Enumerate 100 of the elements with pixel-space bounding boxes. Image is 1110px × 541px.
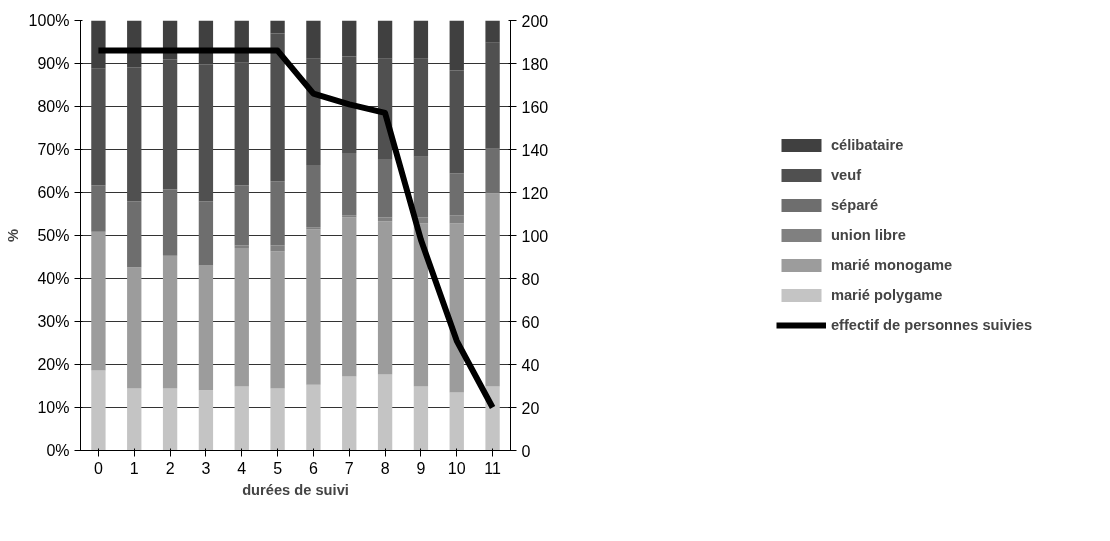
bar bbox=[485, 386, 500, 451]
x-axis-title: durées de suivi bbox=[242, 481, 349, 498]
bar bbox=[234, 247, 249, 387]
bar bbox=[306, 20, 321, 59]
y2-tick-label: 180 bbox=[521, 55, 549, 73]
bar bbox=[449, 20, 464, 71]
bar bbox=[485, 148, 500, 194]
bar bbox=[342, 152, 357, 216]
y2-tick-label: 20 bbox=[521, 399, 540, 417]
bar bbox=[377, 158, 393, 218]
x-tick-label: 6 bbox=[308, 459, 318, 477]
y2-tick-label: 120 bbox=[521, 184, 549, 202]
y-tick-label: 50% bbox=[37, 227, 70, 244]
x-tick-label: 4 bbox=[237, 459, 247, 477]
bar bbox=[162, 388, 178, 451]
x-tick-label: 7 bbox=[344, 459, 354, 477]
bar bbox=[306, 229, 321, 385]
bar bbox=[270, 33, 285, 182]
bar bbox=[306, 384, 321, 451]
bar bbox=[127, 201, 142, 268]
y2-tick-label: 60 bbox=[521, 313, 540, 331]
y-tick-label: 90% bbox=[37, 55, 70, 72]
x-tick-label: 10 bbox=[447, 459, 466, 477]
y-tick-label: 80% bbox=[37, 98, 70, 115]
bar bbox=[377, 374, 393, 451]
bar bbox=[413, 58, 429, 157]
x-tick-label: 11 bbox=[484, 459, 501, 477]
y2-tick-label: 0 bbox=[521, 442, 531, 460]
bar bbox=[91, 185, 106, 232]
bar bbox=[127, 267, 142, 389]
legend-label: séparé bbox=[830, 197, 879, 213]
bar bbox=[234, 245, 249, 248]
bar bbox=[377, 221, 393, 375]
bar bbox=[270, 251, 285, 389]
bar bbox=[413, 386, 429, 451]
bar bbox=[162, 59, 178, 190]
y-tick-label: 70% bbox=[37, 141, 70, 158]
y-tick-label: 0% bbox=[46, 442, 70, 459]
x-tick-label: 0 bbox=[93, 459, 103, 477]
bar bbox=[485, 193, 500, 387]
bar bbox=[306, 227, 321, 230]
bar bbox=[198, 265, 214, 391]
y-axis-title: % bbox=[4, 228, 21, 243]
y2-tick-label: 100 bbox=[521, 227, 549, 245]
y-tick-label: 100% bbox=[28, 12, 70, 29]
bar bbox=[449, 215, 464, 224]
bar bbox=[306, 164, 321, 228]
bar bbox=[413, 156, 429, 218]
bar bbox=[91, 68, 106, 186]
bar bbox=[342, 56, 357, 153]
bar bbox=[91, 20, 106, 69]
y2-tick-label: 40 bbox=[521, 356, 540, 374]
y2-tick-label: 160 bbox=[521, 98, 549, 116]
legend-label: marié polygame bbox=[830, 287, 943, 303]
x-tick-label: 8 bbox=[380, 459, 390, 477]
bar bbox=[270, 20, 285, 34]
y2-tick-label: 200 bbox=[521, 12, 549, 30]
bar bbox=[485, 42, 500, 149]
bar bbox=[127, 67, 142, 202]
bar bbox=[342, 376, 357, 451]
y2-tick-label: 80 bbox=[521, 270, 540, 288]
legend-label: effectif de personnes suivies bbox=[830, 317, 1033, 333]
bar bbox=[270, 388, 285, 451]
bar bbox=[485, 20, 500, 43]
bar bbox=[413, 20, 429, 59]
bar bbox=[377, 217, 393, 222]
bar bbox=[198, 64, 214, 202]
bar bbox=[162, 255, 178, 389]
bar bbox=[342, 215, 357, 218]
legend-label: célibataire bbox=[830, 137, 904, 153]
bar bbox=[234, 62, 249, 186]
x-tick-label: 3 bbox=[201, 459, 211, 477]
bar bbox=[162, 189, 178, 256]
bar bbox=[198, 201, 214, 266]
bar bbox=[342, 20, 357, 57]
x-tick-label: 1 bbox=[129, 459, 139, 477]
x-tick-label: 9 bbox=[416, 459, 426, 477]
y-tick-label: 10% bbox=[37, 399, 70, 416]
bar bbox=[270, 181, 285, 246]
bar bbox=[234, 386, 249, 451]
bar bbox=[377, 20, 393, 59]
bar bbox=[234, 185, 249, 246]
legend-label: veuf bbox=[830, 167, 862, 183]
y-tick-label: 20% bbox=[37, 356, 70, 373]
y-tick-label: 40% bbox=[37, 270, 70, 287]
bar bbox=[342, 217, 357, 377]
bar bbox=[91, 370, 106, 451]
bar bbox=[449, 70, 464, 174]
y-tick-label: 60% bbox=[37, 184, 70, 201]
y-tick-label: 30% bbox=[37, 313, 70, 330]
bar bbox=[198, 390, 214, 451]
bar bbox=[270, 245, 285, 252]
bar bbox=[127, 388, 142, 451]
legend-label: union libre bbox=[830, 227, 906, 243]
bar bbox=[449, 173, 464, 216]
x-tick-label: 2 bbox=[165, 459, 175, 477]
bar bbox=[306, 58, 321, 165]
bar bbox=[91, 231, 106, 371]
bar bbox=[449, 392, 464, 451]
x-tick-label: 5 bbox=[273, 459, 283, 477]
